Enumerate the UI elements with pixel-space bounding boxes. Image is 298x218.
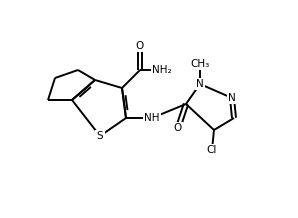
- Text: NH: NH: [144, 113, 160, 123]
- Text: N: N: [228, 93, 236, 103]
- Text: N: N: [196, 79, 204, 89]
- Text: Cl: Cl: [207, 145, 217, 155]
- Text: NH₂: NH₂: [152, 65, 172, 75]
- Text: O: O: [136, 41, 144, 51]
- Text: CH₃: CH₃: [190, 59, 209, 69]
- Text: S: S: [97, 131, 103, 141]
- Text: O: O: [174, 123, 182, 133]
